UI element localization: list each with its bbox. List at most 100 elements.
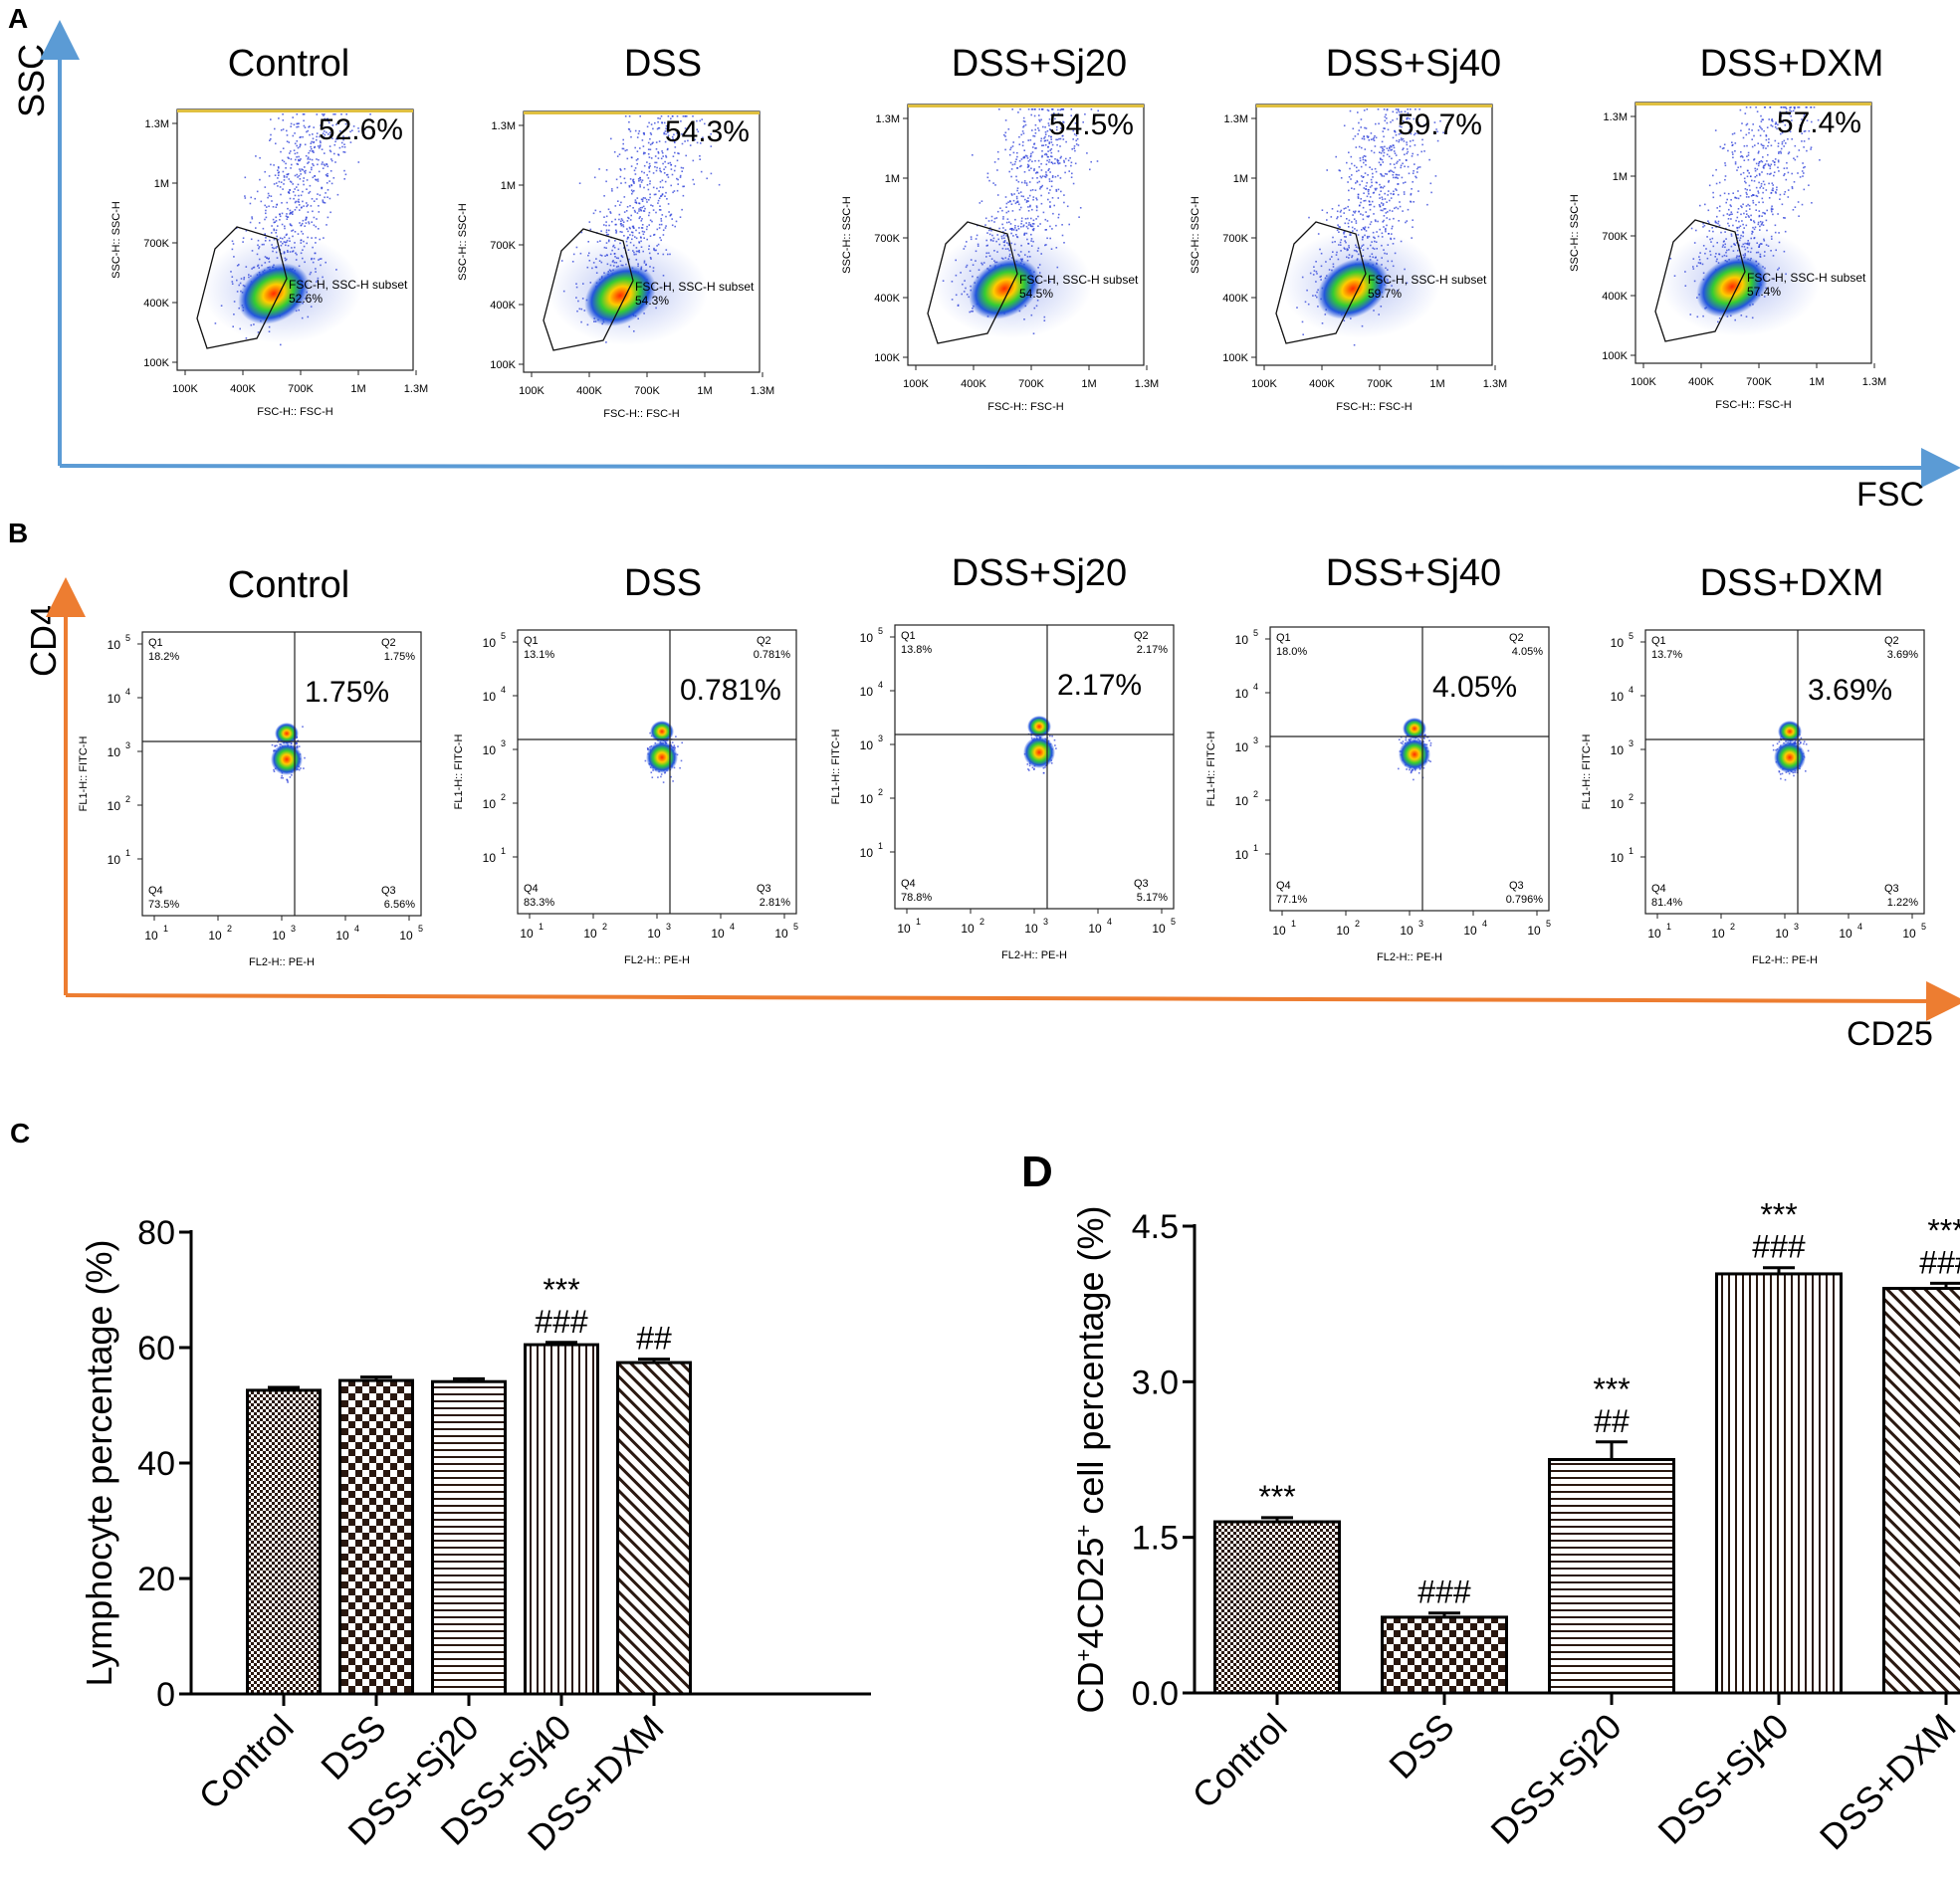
quadrant-plot-1: Control Q1 18.2% Q2 1.75% Q3 6.56% Q4 73.5% 1.75%… xyxy=(78,564,423,968)
q4-value: 77.1% xyxy=(1276,894,1307,906)
x-tick-label: 1.3M xyxy=(1862,376,1886,388)
plot-x-label: FSC-H:: FSC-H xyxy=(1336,401,1412,413)
q2-value: 0.781% xyxy=(754,649,791,661)
dot-density-core xyxy=(1696,256,1768,317)
x-tick-label: 10 xyxy=(961,922,975,936)
q4-value: 73.5% xyxy=(148,899,179,911)
y-tick-label: 10 xyxy=(860,846,874,860)
significance-mark: *** xyxy=(543,1272,579,1308)
plot-title: DSS+DXM xyxy=(1700,43,1884,85)
x-tick-label: 10 xyxy=(272,929,286,943)
x-tick-label: 100K xyxy=(1631,376,1656,388)
bar[interactable] xyxy=(524,1343,599,1696)
x-tick-label: 10 xyxy=(1272,924,1286,938)
x-tick-label: 700K xyxy=(1018,378,1044,390)
y-tick-label: 700K xyxy=(143,238,169,250)
cell-cluster-upper xyxy=(1403,718,1426,739)
q3-value: 5.17% xyxy=(1137,892,1168,904)
y-tick-label: 10 xyxy=(1611,743,1625,757)
x-tick-label: 1M xyxy=(350,383,365,395)
x-tick-label: 100K xyxy=(519,385,544,397)
gate-polygon[interactable] xyxy=(1275,221,1367,344)
bar[interactable] xyxy=(1381,1615,1508,1695)
x-tick-exponent: 5 xyxy=(418,924,423,934)
plot-title: DSS+Sj20 xyxy=(952,552,1127,594)
x-tick-label: 10 xyxy=(1336,924,1350,938)
x-tick-exponent: 3 xyxy=(1794,922,1799,932)
gate-percent: 59.7% xyxy=(1398,108,1482,141)
x-tick-label: 400K xyxy=(1688,376,1714,388)
bar[interactable] xyxy=(338,1378,414,1696)
bar[interactable] xyxy=(616,1361,692,1696)
plot-top-band xyxy=(908,105,1144,107)
y-tick-label: 400K xyxy=(143,298,169,310)
y-tick-exponent: 4 xyxy=(1629,685,1633,695)
cell-cluster-main xyxy=(271,743,303,775)
cell-cluster-upper xyxy=(1027,716,1051,737)
bar[interactable] xyxy=(431,1379,507,1696)
plot-x-label: FL2-H:: PE-H xyxy=(249,956,315,968)
x-tick-label: 10 xyxy=(1647,927,1661,941)
x-tick-label: DSS+DXM xyxy=(1812,1706,1960,1858)
y-tick-label: 10 xyxy=(483,690,497,704)
plot-y-label: FL1-H:: FITC-H xyxy=(78,736,90,812)
panel-b-label: B xyxy=(8,518,28,548)
bar[interactable] xyxy=(1213,1520,1341,1695)
x-tick-exponent: 5 xyxy=(1921,922,1926,932)
y-tick-label: 0 xyxy=(156,1676,175,1714)
y-tick-label: 700K xyxy=(874,233,900,245)
panel-a-x-arrow xyxy=(59,447,1960,488)
panel-b-y-axis-title: CD4 xyxy=(23,605,64,677)
x-tick-label: 10 xyxy=(897,922,911,936)
bar-group-1: Control xyxy=(191,1385,322,1817)
x-tick-exponent: 4 xyxy=(1857,922,1862,932)
y-tick-label: 10 xyxy=(108,853,121,867)
q3-name: Q3 xyxy=(1884,883,1899,895)
plot-title: DSS xyxy=(624,562,702,604)
x-tick-exponent: 3 xyxy=(1043,917,1048,927)
gate-polygon[interactable] xyxy=(196,226,288,349)
gate-polygon[interactable] xyxy=(1654,219,1746,342)
x-tick-label: 1.3M xyxy=(404,383,428,395)
bar[interactable] xyxy=(246,1388,322,1696)
y-tick-label: 10 xyxy=(1235,687,1249,701)
q4-name: Q4 xyxy=(148,885,163,897)
q4-name: Q4 xyxy=(524,883,539,895)
cell-cluster-upper xyxy=(1778,721,1802,742)
x-tick-label: 700K xyxy=(1367,378,1393,390)
y-tick-exponent: 1 xyxy=(1629,846,1633,856)
x-tick-label: 10 xyxy=(1902,927,1916,941)
gate-polygon[interactable] xyxy=(543,228,634,351)
y-tick-label: 10 xyxy=(1611,690,1625,704)
y-tick-label: 10 xyxy=(1235,848,1249,862)
q1-name: Q1 xyxy=(148,637,163,649)
q3-value: 2.81% xyxy=(760,897,790,909)
x-tick-label: DSS xyxy=(1381,1706,1461,1786)
gate-label: FSC-H, SSC-H subset xyxy=(1368,273,1487,287)
bar[interactable] xyxy=(1548,1458,1675,1695)
cell-cluster-main xyxy=(646,741,678,773)
q2-name: Q2 xyxy=(381,637,396,649)
q4-value: 83.3% xyxy=(524,897,554,909)
y-tick-label: 1M xyxy=(885,173,900,185)
y-tick-exponent: 4 xyxy=(1253,682,1258,692)
cell-cluster-upper xyxy=(650,721,674,742)
y-tick-label: 10 xyxy=(860,631,874,645)
x-tick-label: 100K xyxy=(1251,378,1277,390)
plot-title: DSS+Sj40 xyxy=(1326,43,1501,85)
y-tick-label: 3.0 xyxy=(1132,1364,1179,1401)
bar[interactable] xyxy=(1715,1272,1843,1695)
q1-value: 18.0% xyxy=(1276,646,1307,658)
x-tick-label: 700K xyxy=(1746,376,1772,388)
x-tick-exponent: 5 xyxy=(1171,917,1176,927)
x-tick-label: 10 xyxy=(335,929,349,943)
x-tick-exponent: 1 xyxy=(1666,922,1671,932)
x-tick-label: 10 xyxy=(1711,927,1725,941)
bar[interactable] xyxy=(1882,1287,1960,1695)
gate-polygon[interactable] xyxy=(927,221,1018,344)
